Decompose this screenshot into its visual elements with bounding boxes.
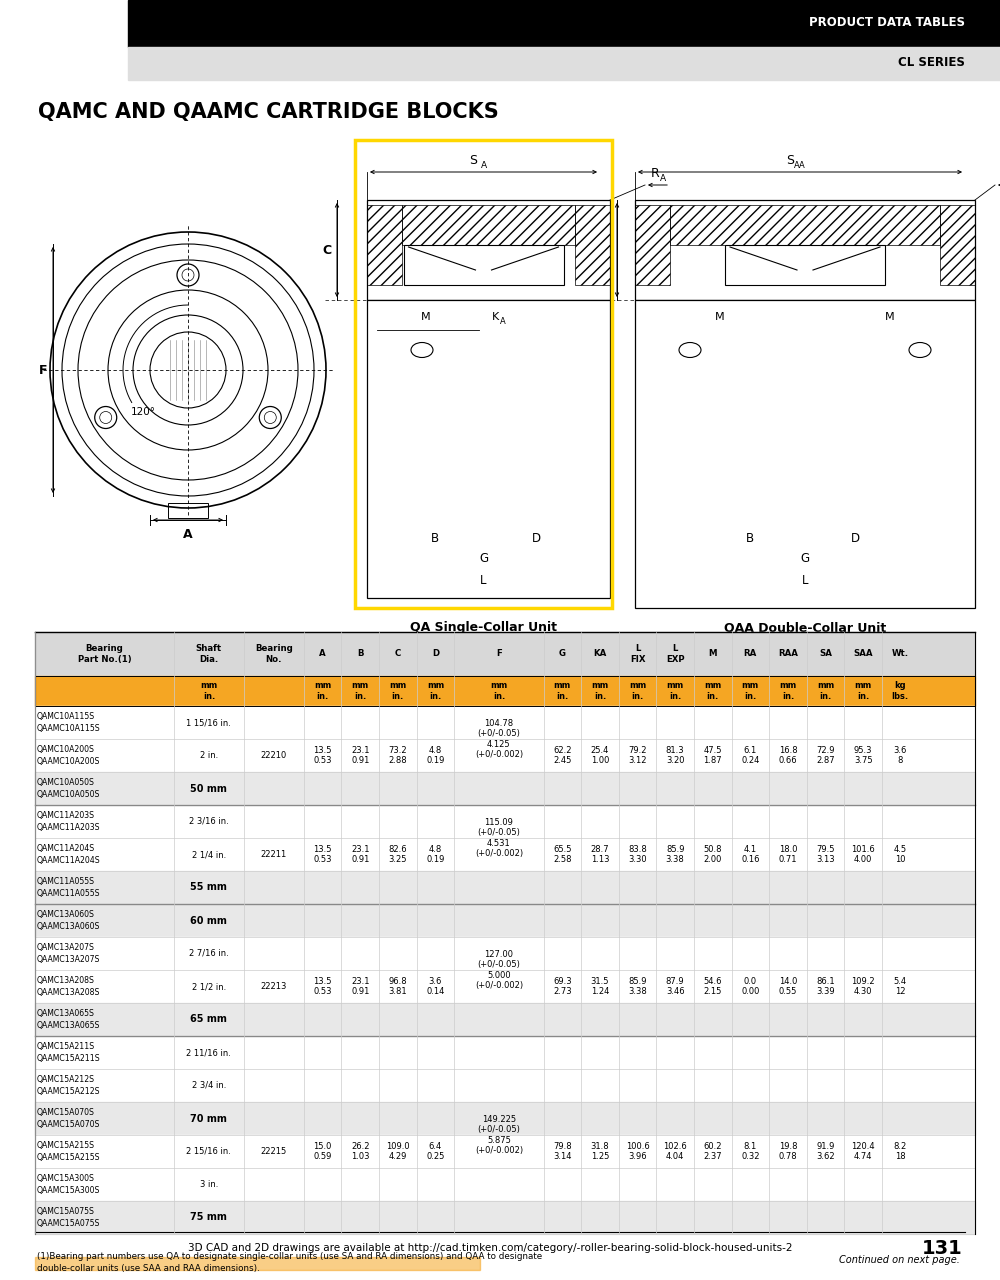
- Text: B: B: [357, 649, 363, 658]
- Text: 87.9
3.46: 87.9 3.46: [666, 977, 684, 996]
- Text: 83.8
3.30: 83.8 3.30: [628, 845, 647, 864]
- Text: 62.2
2.45: 62.2 2.45: [553, 746, 572, 765]
- Text: 79.8
3.14: 79.8 3.14: [553, 1142, 572, 1161]
- Text: 3.6
0.14: 3.6 0.14: [426, 977, 445, 996]
- Text: QAMC10A200S
QAAMC10A200S: QAMC10A200S QAAMC10A200S: [37, 745, 100, 765]
- Text: 47.5
1.87: 47.5 1.87: [703, 746, 722, 765]
- Text: 2 7/16 in.: 2 7/16 in.: [189, 948, 229, 957]
- Text: 2 15/16 in.: 2 15/16 in.: [186, 1147, 231, 1156]
- Bar: [35, 1069, 975, 1102]
- Text: 2 in.: 2 in.: [200, 751, 218, 760]
- Text: QAMC15A300S
QAAMC15A300S: QAMC15A300S QAAMC15A300S: [37, 1175, 100, 1194]
- Text: 91.9
3.62: 91.9 3.62: [816, 1142, 835, 1161]
- Text: SAA: SAA: [853, 649, 873, 658]
- Text: 6.4
0.25: 6.4 0.25: [426, 1142, 445, 1161]
- Bar: [128, 0, 1000, 47]
- Text: 2 3/16 in.: 2 3/16 in.: [189, 817, 229, 826]
- Text: QAMC11A055S
QAAMC11A055S: QAMC11A055S QAAMC11A055S: [37, 878, 100, 897]
- Text: D: D: [850, 532, 860, 545]
- Text: 60 mm: 60 mm: [190, 915, 227, 925]
- Bar: [35, 1004, 975, 1036]
- Text: 109.0
4.29: 109.0 4.29: [386, 1142, 410, 1161]
- Text: mm
in.: mm in.: [200, 681, 218, 700]
- Text: M: M: [885, 312, 895, 323]
- Text: PRODUCT DATA TABLES: PRODUCT DATA TABLES: [809, 17, 965, 29]
- Text: 26.2
1.03: 26.2 1.03: [351, 1142, 369, 1161]
- Bar: [355, 140, 612, 608]
- Text: QAA Double-Collar Unit: QAA Double-Collar Unit: [724, 622, 886, 635]
- Text: mm
in.: mm in.: [591, 681, 609, 700]
- Bar: [35, 1102, 975, 1135]
- Text: 3D CAD and 2D drawings are available at http://cad.timken.com/category/-roller-b: 3D CAD and 2D drawings are available at …: [188, 1243, 792, 1253]
- Text: QAMC10A050S
QAAMC10A050S: QAMC10A050S QAAMC10A050S: [37, 778, 100, 799]
- Text: 101.6
4.00: 101.6 4.00: [851, 845, 875, 864]
- Text: 86.1
3.39: 86.1 3.39: [816, 977, 835, 996]
- Bar: [670, 205, 940, 244]
- Text: 23.1
0.91: 23.1 0.91: [351, 845, 369, 864]
- Text: 73.2
2.88: 73.2 2.88: [389, 746, 407, 765]
- Text: mm
in.: mm in.: [742, 681, 759, 700]
- Text: 18.0
0.71: 18.0 0.71: [779, 845, 797, 864]
- Bar: [635, 300, 975, 608]
- Text: mm
in.: mm in.: [629, 681, 646, 700]
- Text: 6.1
0.24: 6.1 0.24: [741, 746, 760, 765]
- Text: Wt.: Wt.: [892, 649, 909, 658]
- Text: 60.2
2.37: 60.2 2.37: [703, 1142, 722, 1161]
- Text: 115.09
(+0/-0.05)
4.531
(+0/-0.002): 115.09 (+0/-0.05) 4.531 (+0/-0.002): [475, 818, 523, 858]
- Text: 22211: 22211: [261, 850, 287, 859]
- Text: 82.6
3.25: 82.6 3.25: [389, 845, 407, 864]
- Text: A: A: [660, 174, 666, 183]
- Text: mm
in.: mm in.: [855, 681, 872, 700]
- Text: S: S: [470, 154, 478, 166]
- Bar: [940, 205, 975, 285]
- Text: 0.0
0.00: 0.0 0.00: [741, 977, 760, 996]
- Text: 95.3
3.75: 95.3 3.75: [854, 746, 872, 765]
- Text: mm
in.: mm in.: [314, 681, 331, 700]
- Bar: [128, 47, 1000, 79]
- Text: A: A: [319, 649, 326, 658]
- Bar: [168, 503, 208, 518]
- Text: 55 mm: 55 mm: [190, 882, 227, 892]
- Text: 14.0
0.55: 14.0 0.55: [779, 977, 797, 996]
- Text: 65.5
2.58: 65.5 2.58: [553, 845, 572, 864]
- Text: G: G: [479, 552, 488, 564]
- Text: M: M: [420, 312, 430, 323]
- Text: kg
lbs.: kg lbs.: [892, 681, 909, 700]
- Text: 4.1
0.16: 4.1 0.16: [741, 845, 760, 864]
- Text: S: S: [786, 154, 794, 166]
- Text: mm
in.: mm in.: [427, 681, 444, 700]
- Text: 3.6
8: 3.6 8: [894, 746, 907, 765]
- Text: mm
in.: mm in.: [352, 681, 369, 700]
- Text: mm
in.: mm in.: [817, 681, 834, 700]
- Text: 109.2
4.30: 109.2 4.30: [851, 977, 875, 996]
- Text: B: B: [431, 532, 439, 545]
- Text: QAMC15A211S
QAAMC15A211S: QAMC15A211S QAAMC15A211S: [37, 1042, 101, 1062]
- Text: mm
in.: mm in.: [554, 681, 571, 700]
- Text: F: F: [39, 364, 47, 376]
- Text: 79.2
3.12: 79.2 3.12: [628, 746, 647, 765]
- Text: D: D: [432, 649, 439, 658]
- Text: A: A: [500, 317, 505, 326]
- Bar: [404, 244, 564, 285]
- Text: QA Single-Collar Unit: QA Single-Collar Unit: [410, 622, 557, 635]
- Bar: [35, 632, 975, 676]
- Text: (1)Bearing part numbers use QA to designate single-collar units (use SA and RA d: (1)Bearing part numbers use QA to design…: [37, 1252, 542, 1272]
- Text: 104.78
(+0/-0.05)
4.125
(+0/-0.002): 104.78 (+0/-0.05) 4.125 (+0/-0.002): [475, 719, 523, 759]
- Text: 4.8
0.19: 4.8 0.19: [426, 746, 445, 765]
- Text: SA: SA: [819, 649, 832, 658]
- Bar: [35, 970, 975, 1004]
- Text: Continued on next page.: Continued on next page.: [839, 1254, 960, 1265]
- Text: A: A: [480, 161, 487, 170]
- Text: L
EXP: L EXP: [666, 644, 684, 664]
- Bar: [35, 1201, 975, 1234]
- Text: 23.1
0.91: 23.1 0.91: [351, 977, 369, 996]
- Text: mm
in.: mm in.: [704, 681, 721, 700]
- Text: 69.3
2.73: 69.3 2.73: [553, 977, 572, 996]
- Text: 75 mm: 75 mm: [190, 1212, 227, 1222]
- Text: 16.8
0.66: 16.8 0.66: [779, 746, 797, 765]
- Bar: [35, 904, 975, 937]
- Bar: [35, 1167, 975, 1201]
- Text: QAMC10A115S
QAAMC10A115S: QAMC10A115S QAAMC10A115S: [37, 713, 101, 732]
- Text: mm
in.: mm in.: [490, 681, 508, 700]
- Text: 23.1
0.91: 23.1 0.91: [351, 746, 369, 765]
